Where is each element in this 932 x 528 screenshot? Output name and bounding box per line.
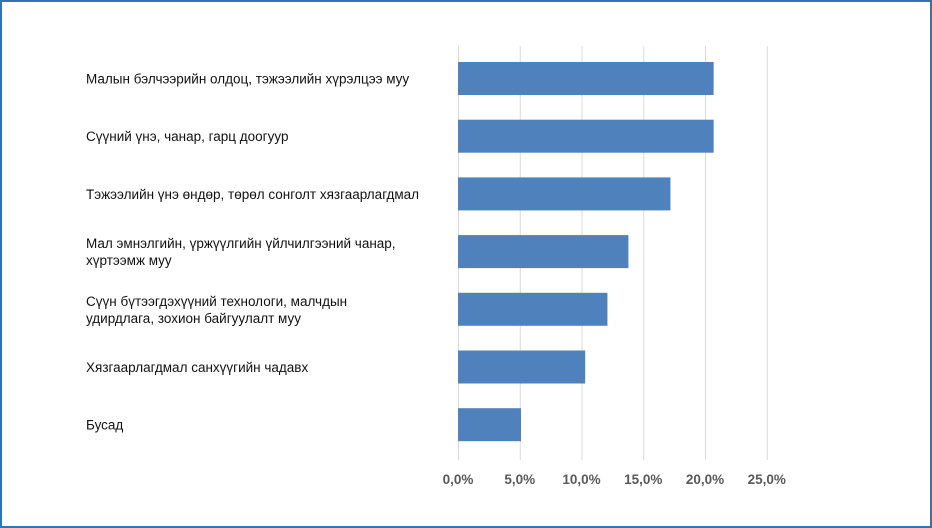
- category-label-2-line-0: Тэжээлийн үнэ өндөр, төрөл сонголт хязга…: [86, 187, 419, 202]
- category-label-5-line-0: Хязгаарлагдмал санхүүгийн чадавх: [86, 360, 308, 375]
- category-label-3: Мал эмнэлгийн, үржүүлгийн үйлчилгээний ч…: [86, 236, 396, 268]
- x-tick-label-2: 10,0%: [562, 472, 600, 487]
- category-label-1: Сүүний үнэ, чанар, гарц доогуур: [86, 129, 288, 144]
- bar-6: [458, 408, 521, 442]
- category-label-4: Сүүн бүтээгдэхүүний технологи, малчдын уд…: [86, 294, 347, 326]
- category-label-3-line-1: хүртээмж муу: [86, 253, 172, 268]
- category-label-3-line-0: Мал эмнэлгийн, үржүүлгийн үйлчилгээний ч…: [86, 236, 396, 251]
- category-label-0-line-0: Малын бэлчээрийн олдоц, тэжээлийн хүрэлц…: [86, 72, 409, 87]
- category-label-4-line-1: удирдлага, зохион байгуулалт муу: [86, 311, 301, 326]
- x-tick-label-5: 25,0%: [748, 472, 786, 487]
- category-label-2: Тэжээлийн үнэ өндөр, төрөл сонголт хязга…: [86, 187, 419, 202]
- bar-3: [458, 235, 629, 269]
- x-tick-label-0: 0,0%: [443, 472, 474, 487]
- category-label-1-line-0: Сүүний үнэ, чанар, гарц доогуур: [86, 129, 288, 144]
- category-label-4-line-0: Сүүн бүтээгдэхүүний технологи, малчдын: [86, 294, 347, 309]
- category-label-0: Малын бэлчээрийн олдоц, тэжээлийн хүрэлц…: [86, 72, 409, 87]
- x-tick-label-1: 5,0%: [504, 472, 535, 487]
- x-tick-label-3: 15,0%: [624, 472, 662, 487]
- category-label-6: Бусад: [86, 418, 123, 433]
- x-tick-label-4: 20,0%: [686, 472, 724, 487]
- category-label-5: Хязгаарлагдмал санхүүгийн чадавх: [86, 360, 308, 375]
- bar-1: [458, 119, 714, 153]
- bar-5: [458, 350, 586, 384]
- bar-0: [458, 62, 714, 95]
- category-label-6-line-0: Бусад: [86, 418, 123, 433]
- bar-4: [458, 292, 608, 326]
- bar-2: [458, 177, 671, 211]
